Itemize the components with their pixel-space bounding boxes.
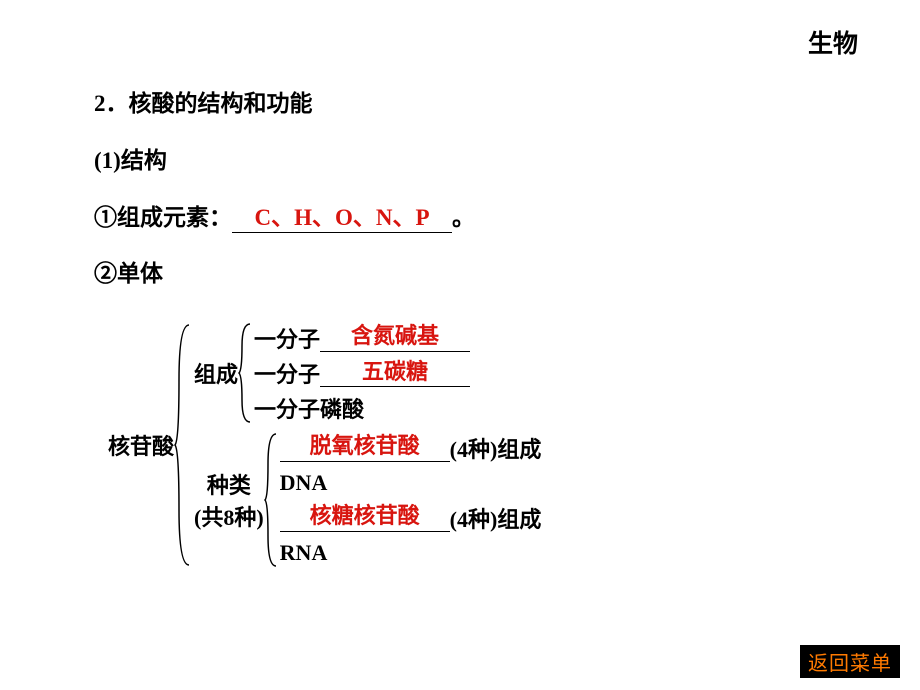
- tree-diagram: 核苷酸 组成 一分子含氮碱基 一分子五碳糖 一分子磷酸: [108, 320, 541, 570]
- elements-answer: C、H、O、N、P: [232, 204, 452, 234]
- branch2-item-b: 核糖核苷酸(4种)组成: [280, 501, 542, 535]
- monomer-line: ②单体: [94, 256, 854, 293]
- branch2-item-a2: DNA: [280, 466, 542, 500]
- section-1: (1)结构: [94, 143, 854, 180]
- header-subject: 生物: [808, 24, 858, 60]
- branch2-item-b2: RNA: [280, 536, 542, 570]
- branch2-item-a: 脱氧核苷酸(4种)组成: [280, 431, 542, 465]
- back-menu-button[interactable]: 返回菜单: [800, 645, 900, 678]
- elements-line: ①组成元素：C、H、O、N、P。: [94, 200, 854, 237]
- content-block: 2．核酸的结构和功能 (1)结构 ①组成元素：C、H、O、N、P。 ②单体: [94, 86, 854, 313]
- branch1-item-a: 一分子含氮碱基: [254, 321, 470, 355]
- branch1-label: 组成: [194, 357, 238, 389]
- tree-root: 核苷酸: [108, 429, 174, 461]
- branch1-item-c: 一分子磷酸: [254, 391, 470, 425]
- branch1-item-b: 一分子五碳糖: [254, 356, 470, 390]
- branch2-label: 种类 (共8种): [194, 468, 264, 532]
- brace-icon: [238, 320, 254, 426]
- brace-icon: [174, 320, 194, 570]
- period: 。: [452, 205, 475, 230]
- elements-prefix: ①组成元素：: [94, 205, 232, 230]
- title-line: 2．核酸的结构和功能: [94, 86, 854, 123]
- brace-icon: [264, 430, 280, 570]
